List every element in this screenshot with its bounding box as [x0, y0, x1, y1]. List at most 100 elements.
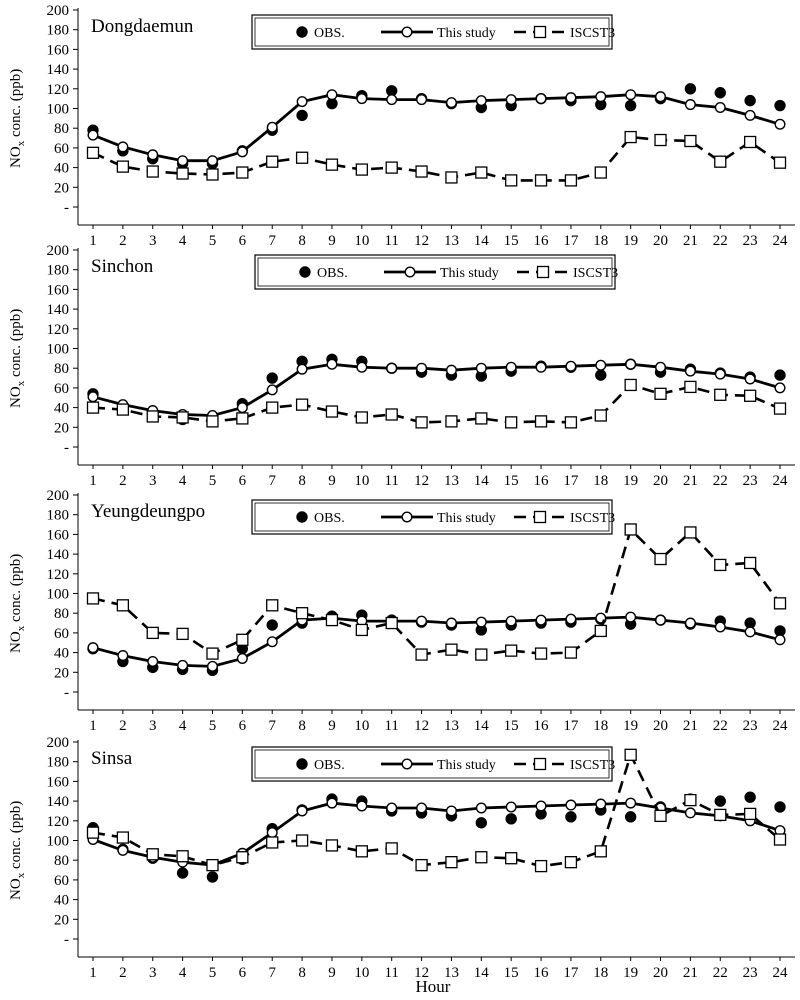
- legend-inner-border: [254, 502, 610, 532]
- series-this-study-point: [445, 805, 457, 817]
- x-tick-label: 13: [444, 718, 459, 734]
- series-this-study-point: [475, 802, 487, 814]
- series-this-study-point: [475, 362, 487, 374]
- x-tick-label: 10: [354, 233, 369, 249]
- series-this-study-point: [117, 844, 129, 856]
- series-iscst3-point: [654, 387, 667, 400]
- x-tick-label: 10: [354, 965, 369, 981]
- series-iscst3-point: [355, 623, 368, 637]
- series-iscst3-point: [146, 848, 159, 861]
- series-iscst3: [86, 130, 787, 187]
- x-tick-label: 11: [384, 965, 398, 981]
- series-iscst3-point: [325, 839, 339, 852]
- series-iscst3-point: [445, 643, 458, 656]
- series-iscst3-point: [206, 415, 219, 428]
- series-this-study-point: [416, 802, 428, 814]
- x-tick-label: 7: [268, 473, 276, 489]
- series-iscst3-point: [116, 831, 130, 844]
- series-this-study-point: [236, 146, 248, 158]
- y-tick-label: 200: [47, 243, 70, 259]
- x-tick-label: 18: [593, 718, 608, 734]
- series-obs-point: [296, 109, 308, 122]
- x-tick-label: 22: [713, 233, 728, 249]
- x-tick-label: 4: [179, 473, 187, 489]
- series-this-study-point: [87, 391, 99, 403]
- series-this-study-point: [565, 613, 577, 625]
- y-tick-label: 60: [54, 626, 69, 642]
- x-tick-label: 3: [149, 718, 157, 734]
- legend: OBS. This study ISCST3: [251, 499, 615, 535]
- series-iscst3-point: [624, 748, 637, 761]
- x-tick-label: 8: [298, 473, 306, 489]
- series-iscst3-point: [594, 845, 607, 858]
- series-this-study-point: [714, 102, 726, 114]
- series-iscst3-point: [773, 156, 787, 169]
- y-tick-label: 80: [54, 361, 69, 377]
- legend-label: OBS.: [314, 758, 345, 773]
- series-iscst3-point: [564, 856, 578, 869]
- x-tick-label: 11: [384, 233, 398, 249]
- series-this-study-point: [625, 797, 637, 809]
- series-iscst3-point: [355, 845, 368, 858]
- series-this-study-point: [326, 358, 338, 370]
- series-iscst3-point: [266, 599, 279, 612]
- series-iscst3-point: [295, 151, 309, 164]
- legend: OBS. This study ISCST3: [251, 14, 615, 50]
- x-tick-label: 13: [444, 473, 459, 489]
- y-tick-label: -: [64, 932, 69, 948]
- series-iscst3-point: [534, 174, 548, 187]
- series-iscst3-point: [325, 613, 339, 627]
- y-tick-label: 20: [54, 180, 69, 196]
- series-this-study-point: [356, 361, 368, 373]
- x-tick-label: 21: [683, 718, 698, 734]
- x-tick-label: 7: [268, 718, 276, 734]
- x-tick-label: 6: [239, 965, 247, 981]
- series-iscst3-point: [146, 165, 159, 178]
- y-tick-label: 140: [47, 302, 70, 318]
- series-iscst3: [86, 523, 787, 661]
- series-this-study-point: [625, 611, 637, 623]
- series-iscst3-point: [415, 165, 428, 178]
- series-this-study-point: [535, 93, 547, 105]
- y-tick-label: 100: [47, 587, 70, 603]
- series-iscst3-point: [594, 624, 607, 638]
- series-iscst3-point: [295, 834, 309, 847]
- y-tick-label: 40: [54, 893, 69, 909]
- series-this-study-line: [92, 362, 781, 417]
- series-this-study-point: [744, 373, 756, 385]
- series-iscst3-point: [505, 644, 518, 657]
- x-tick-label: 16: [534, 233, 550, 249]
- series-this-study-point: [714, 368, 726, 380]
- series-this-study-point: [595, 91, 607, 103]
- y-tick-label: -: [64, 440, 69, 456]
- x-tick-label: 20: [653, 473, 668, 489]
- x-tick-label: 21: [683, 473, 698, 489]
- x-tick-label: 20: [653, 233, 668, 249]
- x-tick-label: 12: [414, 965, 429, 981]
- y-tick-label: 140: [47, 547, 70, 563]
- series-this-study-point: [296, 96, 308, 108]
- x-tick-label: 17: [563, 473, 579, 489]
- series-iscst3-point: [534, 415, 548, 428]
- x-tick-label: 20: [653, 718, 668, 734]
- legend-marker: [296, 758, 308, 770]
- y-tick-label: 100: [47, 342, 70, 358]
- series-this-study-line: [92, 93, 781, 163]
- x-tick-label: 19: [623, 718, 638, 734]
- x-tick-label: 23: [743, 233, 758, 249]
- series-iscst3-point: [295, 607, 309, 620]
- series-iscst3-point: [505, 174, 518, 187]
- series-this-study-point: [356, 93, 368, 105]
- series-iscst3-point: [415, 648, 428, 661]
- x-tick-label: 5: [209, 473, 217, 489]
- series-iscst3-point: [445, 415, 458, 428]
- series-obs: [87, 791, 786, 883]
- series-iscst3-point: [385, 408, 398, 421]
- x-tick-label: 24: [773, 233, 789, 249]
- series-iscst3-point: [236, 851, 249, 864]
- x-tick-label: 23: [743, 965, 758, 981]
- series-this-study-point: [386, 362, 398, 374]
- series-iscst3-point: [206, 168, 219, 181]
- series-iscst3-point: [176, 850, 189, 863]
- series-this-study-point: [714, 621, 726, 633]
